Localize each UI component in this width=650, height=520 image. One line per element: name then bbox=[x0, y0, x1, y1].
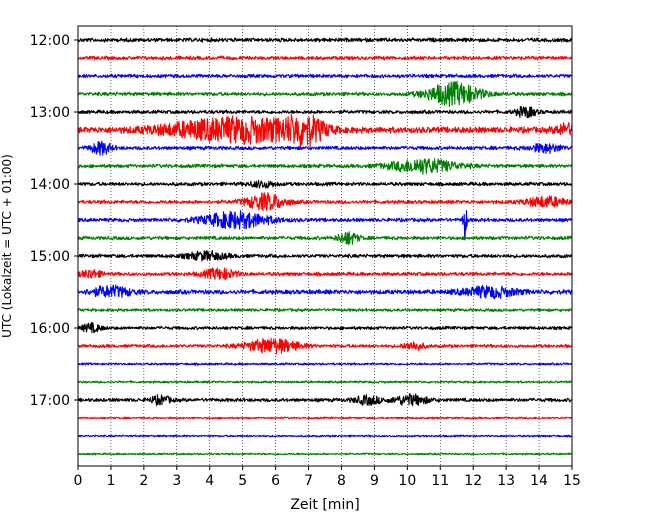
trace-1430 bbox=[77, 210, 573, 239]
trace-1615 bbox=[77, 337, 573, 355]
y-tick-label: 17:00 bbox=[30, 393, 70, 409]
y-axis-label: UTC (Lokalzeit = UTC + 01:00) bbox=[0, 154, 14, 338]
x-axis-label: Zeit [min] bbox=[290, 497, 359, 513]
y-tick-label: 13:00 bbox=[30, 105, 70, 121]
x-tick-label: 6 bbox=[271, 473, 280, 489]
vertical-gridlines bbox=[110, 26, 540, 466]
x-axis-ticks: 0 1 2 3 4 5 6 7 8 9 10 11 12 13 14 15 bbox=[74, 466, 581, 489]
x-tick-label: 9 bbox=[370, 473, 379, 489]
x-tick-label: 5 bbox=[238, 473, 247, 489]
trace-1315 bbox=[77, 113, 573, 148]
trace-1230 bbox=[77, 73, 573, 79]
x-tick-label: 15 bbox=[563, 473, 581, 489]
trace-1300 bbox=[77, 105, 573, 119]
trace-1345 bbox=[77, 158, 573, 175]
trace-1415 bbox=[77, 192, 573, 212]
trace-1515 bbox=[77, 267, 573, 281]
x-tick-label: 13 bbox=[497, 473, 515, 489]
y-tick-label: 15:00 bbox=[30, 249, 70, 265]
trace-1630 bbox=[77, 362, 573, 366]
trace-1645 bbox=[77, 380, 573, 384]
x-tick-label: 3 bbox=[172, 473, 181, 489]
x-tick-label: 0 bbox=[74, 473, 83, 489]
trace-1445 bbox=[77, 231, 573, 246]
x-tick-label: 11 bbox=[431, 473, 449, 489]
x-tick-label: 8 bbox=[337, 473, 346, 489]
trace-1530 bbox=[77, 284, 573, 300]
trace-1500 bbox=[77, 249, 573, 262]
trace-1745 bbox=[77, 452, 573, 456]
trace-1715 bbox=[77, 416, 573, 420]
trace-1200 bbox=[77, 37, 573, 43]
x-tick-label: 12 bbox=[464, 473, 482, 489]
trace-1730 bbox=[77, 434, 573, 438]
y-tick-label: 14:00 bbox=[30, 177, 70, 193]
y-axis-ticks: 12:00 13:00 14:00 15:00 16:00 17:00 bbox=[30, 33, 78, 409]
trace-1700 bbox=[77, 393, 573, 407]
plot-frame bbox=[77, 25, 573, 467]
trace-1330 bbox=[77, 140, 573, 156]
trace-1545 bbox=[77, 307, 573, 313]
y-tick-label: 12:00 bbox=[30, 33, 70, 49]
x-tick-label: 4 bbox=[205, 473, 214, 489]
y-tick-label: 16:00 bbox=[30, 321, 70, 337]
trace-1245 bbox=[77, 80, 573, 108]
x-tick-label: 10 bbox=[398, 473, 416, 489]
trace-1600 bbox=[77, 322, 573, 334]
x-tick-label: 1 bbox=[106, 473, 115, 489]
x-tick-label: 14 bbox=[530, 473, 548, 489]
trace-group bbox=[77, 37, 573, 456]
trace-1215 bbox=[77, 55, 573, 61]
x-tick-label: 7 bbox=[304, 473, 313, 489]
trace-1400 bbox=[77, 179, 573, 189]
x-tick-label: 2 bbox=[139, 473, 148, 489]
